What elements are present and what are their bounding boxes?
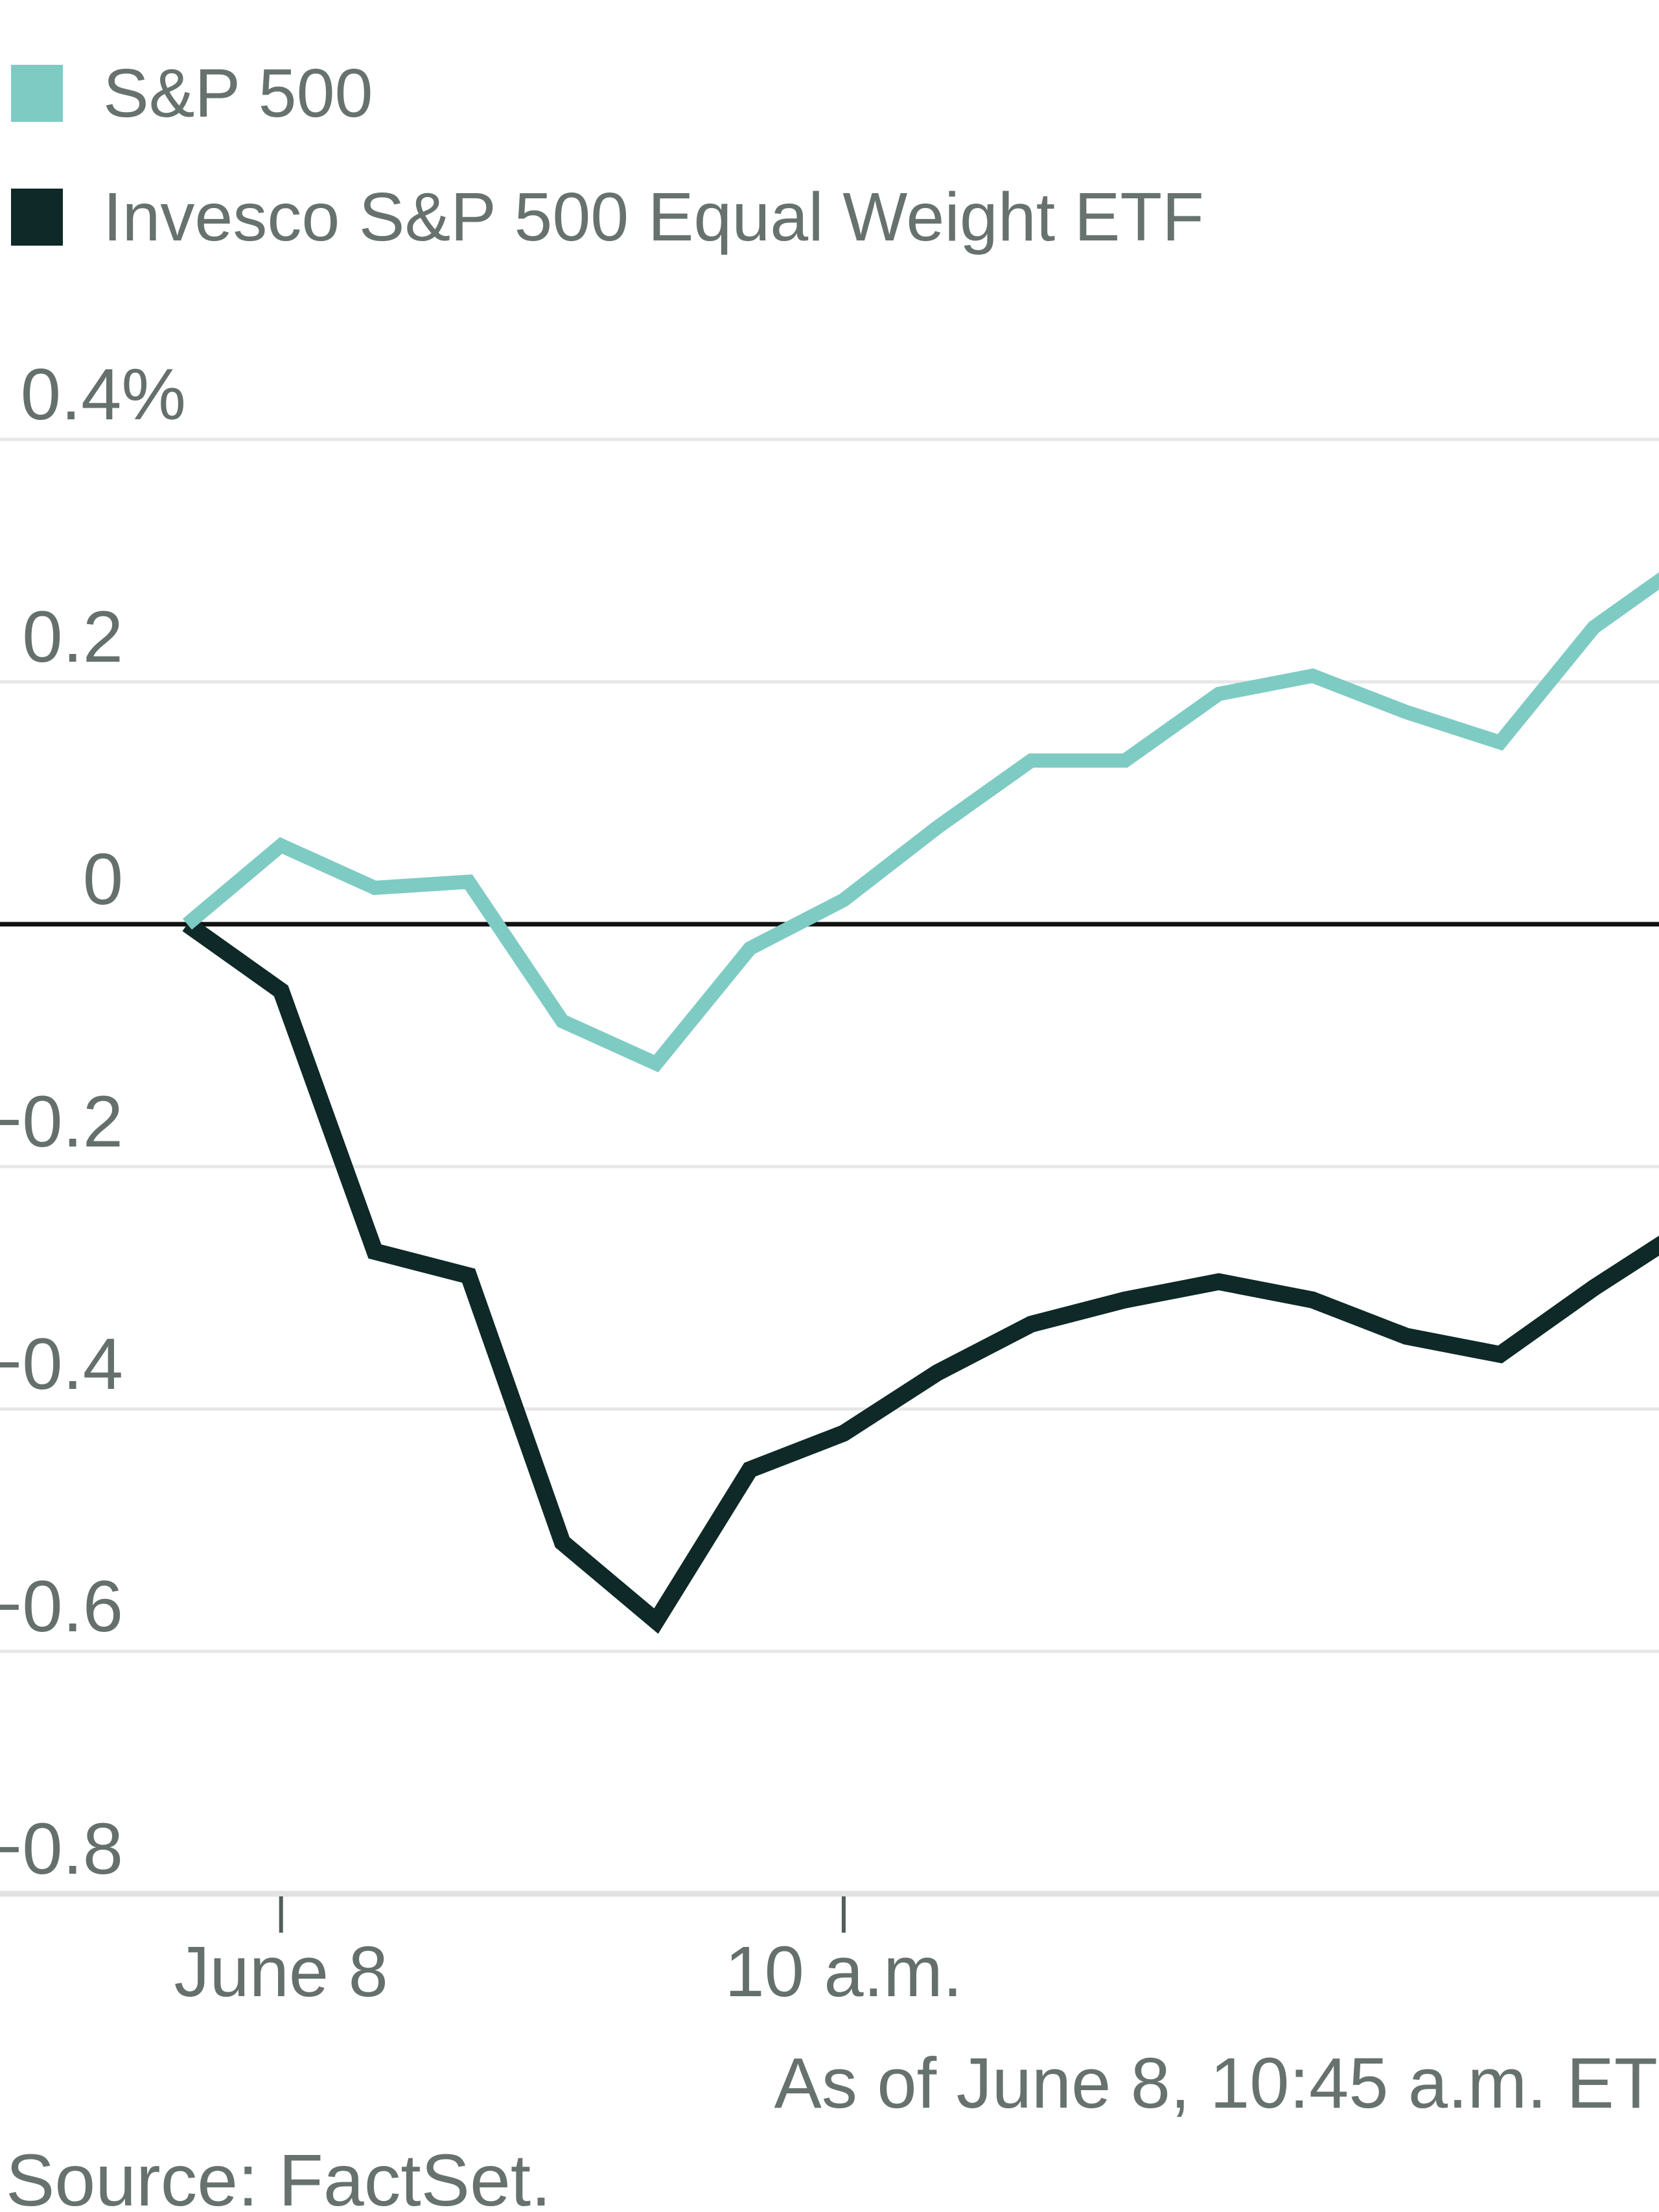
legend-label-equal-weight-etf: Invesco S&P 500 Equal Weight ETF [103, 179, 1204, 255]
x-tick-label: 10 a.m. [725, 1932, 963, 2012]
y-tick-label: 0 [82, 839, 123, 920]
legend-label-sp500: S&P 500 [103, 55, 373, 132]
equal-weight-etf-line [182, 917, 1659, 1634]
sp500-line [182, 572, 1659, 1073]
source-note: Source: FactSet. [6, 2139, 551, 2212]
y-tick-label: −0.6 [0, 1566, 123, 1647]
y-tick-label: 0.4% [20, 354, 186, 435]
y-tick-label: −0.2 [0, 1081, 123, 1162]
as-of-note: As of June 8, 10:45 a.m. ET [774, 2043, 1658, 2123]
y-tick-label: 0.2 [22, 596, 123, 677]
x-tick-label: June 8 [174, 1932, 388, 2012]
legend-item-sp500: S&P 500 [11, 59, 373, 128]
legend-item-equal-weight-etf: Invesco S&P 500 Equal Weight ETF [11, 183, 1204, 251]
y-tick-label: −0.8 [0, 1808, 123, 1889]
equal-weight-etf-swatch-icon [11, 189, 63, 246]
sp500-swatch-icon [11, 65, 63, 122]
y-tick-label: −0.4 [0, 1323, 123, 1404]
